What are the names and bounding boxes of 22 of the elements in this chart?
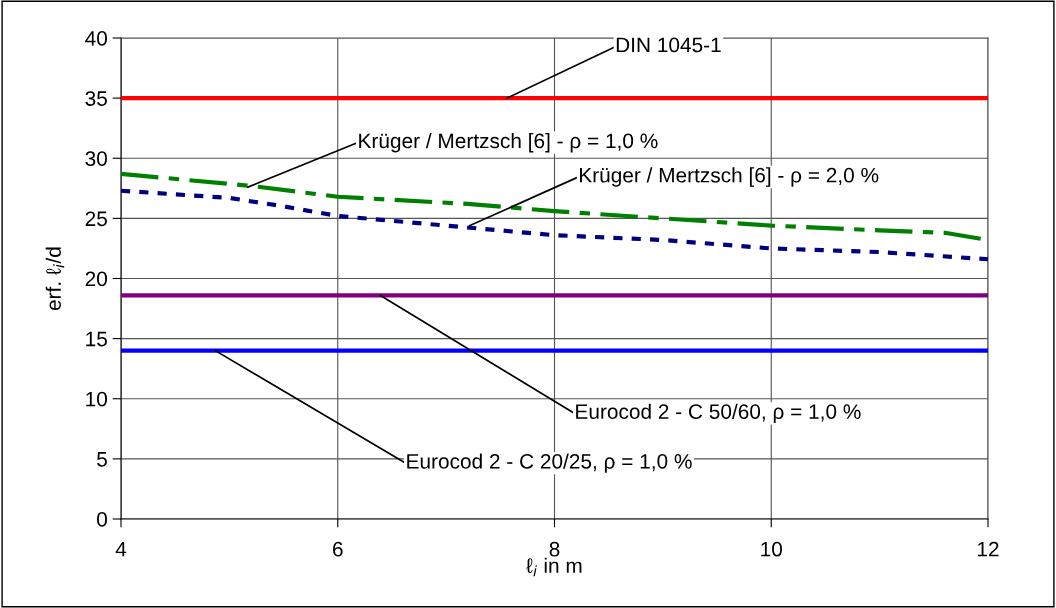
annotation: Eurocod 2 - C 50/60, ρ = 1,0 % (576, 403, 861, 424)
y-tick-label: 5 (97, 452, 107, 467)
x-tick-label: 10 (761, 541, 783, 557)
x-tick-label: 8 (549, 541, 560, 557)
x-tick-label: 4 (115, 541, 127, 557)
y-tick-label: 35 (85, 91, 107, 106)
x-tick-label: 6 (333, 541, 343, 557)
annotation: Krüger / Mertzsch [6] - ρ = 1,0 % (359, 132, 658, 153)
y-tick-label: 40 (85, 31, 107, 46)
y-tick-label: 10 (86, 391, 107, 407)
y-tick-label: 20 (85, 271, 107, 287)
x-tick-label: 12 (978, 541, 999, 557)
y-tick-label: 25 (85, 211, 107, 227)
y-tick-label: 15 (86, 331, 107, 347)
y-tick-label: 0 (97, 512, 107, 527)
y-axis-title: erf. ℓ$_{i}$/d (45, 247, 65, 311)
annotation: DIN 1045-1 (616, 37, 721, 53)
annotation: Krüger / Mertzsch [6] - ρ = 2,0 % (580, 167, 879, 187)
line-series (121, 188, 988, 262)
x-axis-title: ℓ$_{i}$ in m (526, 557, 582, 577)
annotation: Eurocod 2 - C 20/25, ρ = 1,0 % (407, 453, 692, 473)
y-tick-label: 30 (85, 151, 107, 166)
